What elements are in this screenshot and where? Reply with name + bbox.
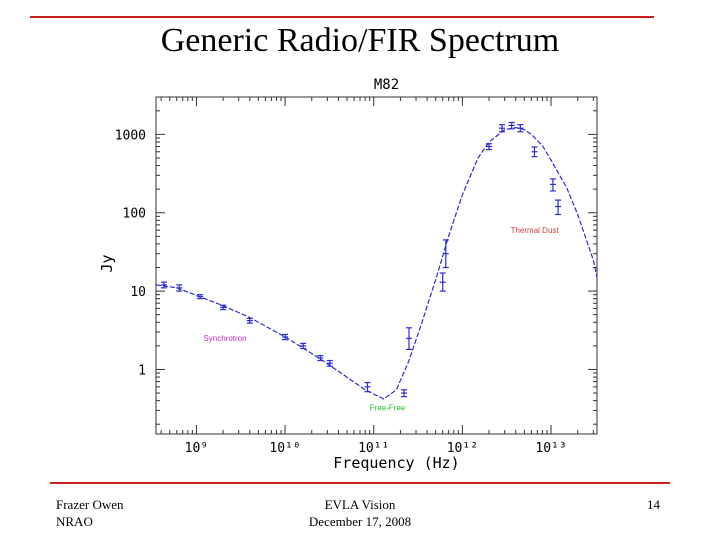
data-point [555,199,562,216]
data-point [486,143,493,151]
data-point [317,355,324,362]
footer-event-name: EVLA Vision [324,497,396,512]
y-tick-label: 1000 [115,128,146,143]
annotation-label: Free-Free [370,403,406,412]
annotation-label: Synchrotron [203,334,246,343]
chart-text-layer: M82 Frequency (Hz) Jy Synchrotron Thermal… [98,77,559,472]
model-curve-series-0 [155,126,598,400]
data-points-layer [160,121,562,398]
footer-author-org: NRAO [56,514,93,529]
slide-title: Generic Radio/FIR Spectrum [160,22,560,59]
x-tick-label: 10¹³ [535,441,566,456]
model-curve-layer [155,126,598,400]
title-rule [30,16,654,18]
y-tick-label: 100 [123,207,146,222]
x-axis-label: Frequency (Hz) [333,454,459,472]
plot-frame [155,96,598,435]
footer-author: Frazer Owen NRAO [56,496,124,530]
data-point [406,327,413,351]
y-tick-label: 1 [138,363,146,378]
data-point [176,284,183,292]
data-point [549,178,556,192]
data-point [282,333,289,341]
data-point [442,239,449,269]
data-point [197,294,204,300]
y-tick-label: 10 [130,285,146,300]
data-point [517,124,524,133]
data-point [300,342,307,350]
data-point [508,121,515,130]
footer-rule [50,482,670,484]
y-axis-label: Jy [98,254,116,272]
data-point [499,124,506,133]
x-tick-label: 10¹¹ [358,441,389,456]
data-point [160,281,167,289]
data-point [531,146,538,158]
data-point [246,317,253,324]
data-point [364,381,371,393]
x-tick-label: 10⁹ [185,441,208,456]
x-tick-label: 10¹² [447,441,478,456]
annotation-label: Thermal Dust [511,226,560,235]
page-number: 14 [647,497,660,512]
footer-author-name: Frazer Owen [56,497,124,512]
data-point [439,272,446,292]
chart-axes: 1 10 100 1000 10⁹ 10¹⁰ 10¹¹ 10¹² 10¹³ [115,96,598,456]
footer-event: EVLA Vision December 17, 2008 [260,496,460,530]
data-point [401,389,408,398]
chart-title: M82 [374,77,399,93]
data-point [220,304,227,311]
footer-event-date: December 17, 2008 [308,514,412,529]
x-tick-label: 10¹⁰ [269,441,300,456]
data-point [326,359,333,367]
